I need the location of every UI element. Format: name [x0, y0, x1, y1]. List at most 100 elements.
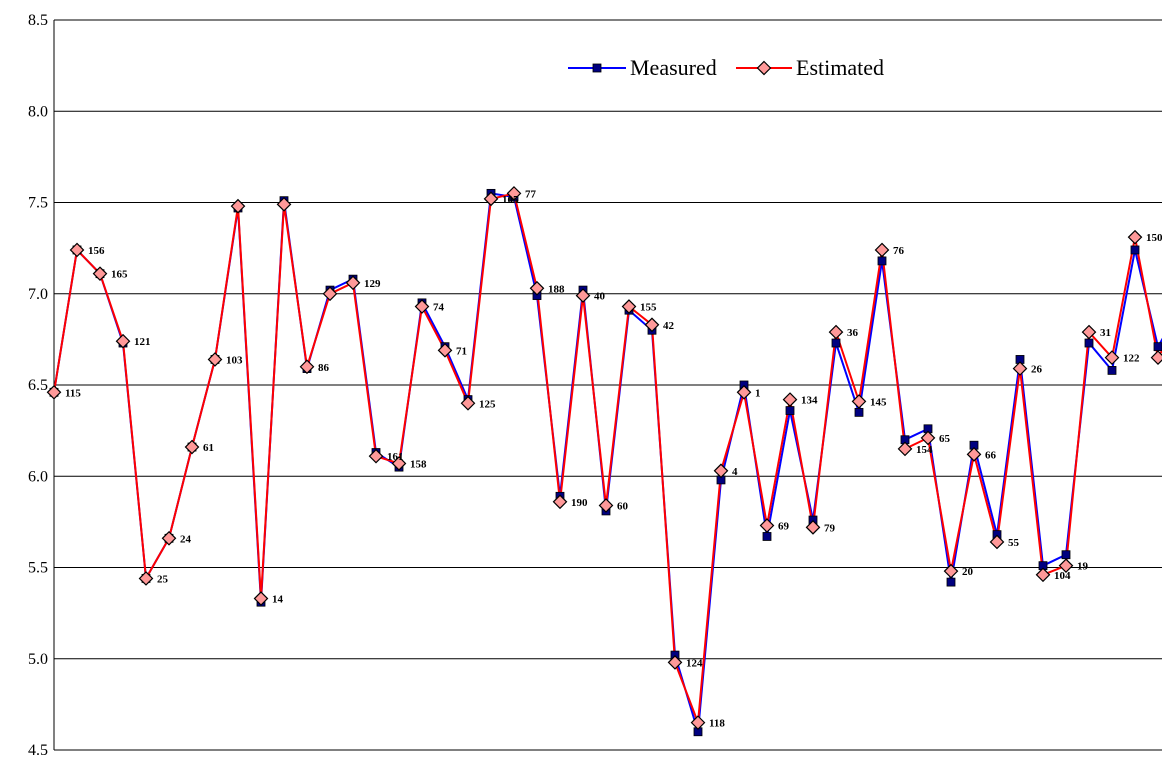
estimated-point: [1035, 567, 1051, 583]
measured-point: [762, 532, 772, 541]
measured-point: [831, 338, 841, 348]
estimated-point: [943, 563, 959, 579]
legend-estimated-marker: [756, 60, 772, 76]
point-label: 155: [640, 302, 657, 314]
point-label: 26: [1031, 364, 1043, 376]
estimated-point: [345, 275, 361, 291]
y-tick-label: 5.5: [28, 560, 48, 577]
point-label: 71: [456, 345, 467, 357]
y-tick-label: 8.0: [28, 103, 48, 120]
point-label: 66: [985, 449, 997, 461]
point-label: 122: [1123, 353, 1140, 365]
point-label: 4: [732, 466, 738, 478]
point-label: 77: [525, 188, 537, 200]
estimated-point: [437, 342, 453, 358]
point-label: 190: [571, 497, 588, 509]
point-label: 105: [502, 194, 519, 206]
estimated-point: [736, 384, 752, 400]
estimated-point: [69, 242, 85, 258]
estimated-point: [276, 196, 292, 212]
point-label: 25: [157, 573, 169, 585]
point-label: 145: [870, 396, 887, 408]
series-line-estimated: [53, 192, 1162, 723]
y-tick-label: 5.0: [28, 651, 48, 668]
estimated-point: [92, 266, 108, 282]
point-label: 55: [1008, 537, 1020, 549]
estimated-point: [667, 655, 683, 670]
measured-point: [1084, 338, 1094, 348]
estimated-point: [414, 299, 430, 314]
point-label: 76: [893, 245, 905, 257]
measured-point: [854, 407, 864, 417]
series-line-measured: [53, 192, 1162, 733]
estimated-point: [529, 280, 545, 296]
point-label: 154: [916, 444, 933, 456]
point-label: 125: [479, 398, 496, 410]
estimated-point: [1150, 350, 1162, 365]
estimated-point: [1127, 229, 1143, 245]
estimated-point: [506, 186, 522, 201]
estimated-point: [115, 333, 131, 349]
estimated-point: [989, 534, 1005, 550]
point-label: 129: [364, 278, 381, 290]
point-label: 150: [1146, 232, 1162, 244]
measured-point: [1153, 342, 1162, 352]
legend-estimated-label: Estimated: [796, 55, 884, 80]
y-tick-label: 7.0: [28, 286, 48, 303]
point-label: 69: [778, 521, 790, 533]
estimated-point: [1012, 361, 1028, 376]
point-label: 121: [134, 336, 151, 348]
estimated-point: [207, 352, 223, 367]
point-label: 103: [226, 354, 243, 366]
point-label: 165: [111, 269, 128, 281]
point-label: 14: [272, 594, 284, 606]
legend: Measured Estimated: [568, 55, 884, 80]
estimated-point: [644, 317, 660, 333]
estimated-point: [621, 299, 637, 314]
point-label: 1: [755, 387, 761, 399]
y-tick-label: 6.0: [28, 468, 48, 485]
estimated-point: [874, 242, 890, 258]
point-label-layer: 1151561651212524611031486129161158747112…: [65, 188, 1162, 729]
estimated-point: [368, 448, 384, 464]
estimated-point: [759, 518, 775, 533]
measured-point: [877, 256, 887, 266]
grid-layer: [54, 19, 1162, 751]
estimated-point: [391, 456, 407, 471]
estimated-point: [253, 591, 269, 606]
estimated-point: [920, 430, 936, 446]
point-label: 158: [410, 458, 427, 470]
point-label: 36: [847, 327, 859, 339]
point-label: 188: [548, 283, 565, 295]
estimated-point: [598, 498, 614, 513]
estimated-point: [805, 520, 821, 535]
estimated-point: [322, 286, 338, 302]
estimated-point: [552, 494, 568, 510]
estimated-point: [138, 571, 154, 586]
series-layer: [46, 186, 1162, 737]
estimated-point: [460, 395, 476, 411]
point-label: 104: [1054, 570, 1071, 582]
y-tick-label: 7.5: [28, 195, 48, 212]
point-label: 161: [387, 451, 404, 463]
estimated-point: [1081, 324, 1097, 340]
estimated-point: [483, 191, 499, 207]
estimated-point: [46, 384, 62, 400]
point-label: 86: [318, 362, 330, 374]
point-label: 24: [180, 533, 192, 545]
point-label: 115: [65, 387, 81, 399]
point-label: 20: [962, 566, 974, 578]
estimated-point: [713, 463, 729, 479]
point-label: 42: [663, 320, 675, 332]
estimated-point: [851, 394, 867, 409]
estimated-point: [161, 530, 177, 546]
point-label: 40: [594, 291, 606, 303]
estimated-point: [1104, 350, 1120, 365]
point-label: 118: [709, 718, 725, 730]
estimated-point: [828, 324, 844, 340]
point-label: 74: [433, 302, 445, 314]
point-label: 124: [686, 657, 703, 669]
point-label: 79: [824, 522, 836, 534]
